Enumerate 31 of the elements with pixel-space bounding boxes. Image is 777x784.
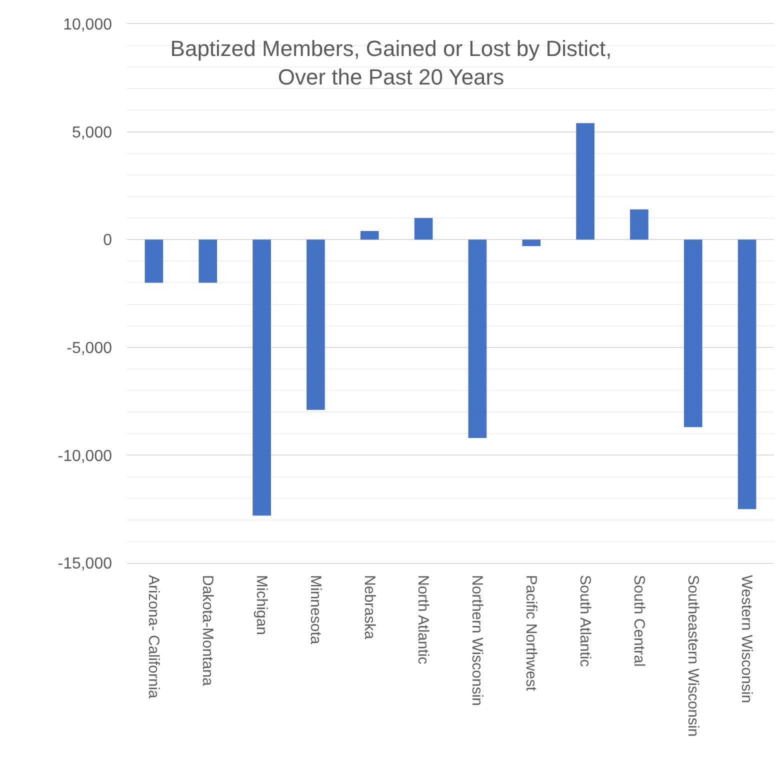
- bar: [630, 209, 648, 240]
- bar: [198, 240, 218, 283]
- text: Baptized Members, Gained or Lost by Distict, Over the Past 20 Years: [170, 36, 612, 90]
- x-tick-label: Northern Wisconsin: [468, 575, 486, 706]
- x-tick-label: Minnesota: [306, 575, 324, 645]
- x-tick-label: Michigan: [252, 575, 270, 636]
- bar: [252, 240, 271, 516]
- x-tick-label: Nebraska: [360, 575, 378, 640]
- x-tick-label: South Central: [630, 575, 648, 667]
- y-tick-label: -15,000: [58, 556, 112, 573]
- y-tick-label: 0: [103, 232, 112, 250]
- x-tick-label: Western Wisconsin: [738, 575, 756, 704]
- bar: [360, 230, 379, 240]
- y-tick-label: 10,000: [63, 16, 112, 34]
- x-tick-label: North Atlantic: [414, 575, 432, 665]
- bar: [576, 123, 594, 240]
- y-tick-label: -5,000: [66, 340, 112, 357]
- bar: [468, 240, 487, 438]
- y-tick-label: -10,000: [58, 448, 112, 465]
- y-tick-label: 5,000: [72, 124, 112, 142]
- x-tick-label: South Atlantic: [576, 575, 594, 668]
- x-tick-label: Arizona- California: [145, 575, 162, 700]
- bar: [684, 240, 702, 428]
- bar: [414, 218, 433, 240]
- bar: [144, 240, 164, 283]
- x-tick-label: Southeastern Wisconsin: [684, 575, 702, 737]
- x-tick-label: Dakota-Montana: [199, 575, 216, 687]
- bar: [306, 240, 325, 410]
- x-tick-label: Pacific Northwest: [522, 575, 540, 692]
- bar: [738, 240, 756, 510]
- bar: [522, 240, 541, 246]
